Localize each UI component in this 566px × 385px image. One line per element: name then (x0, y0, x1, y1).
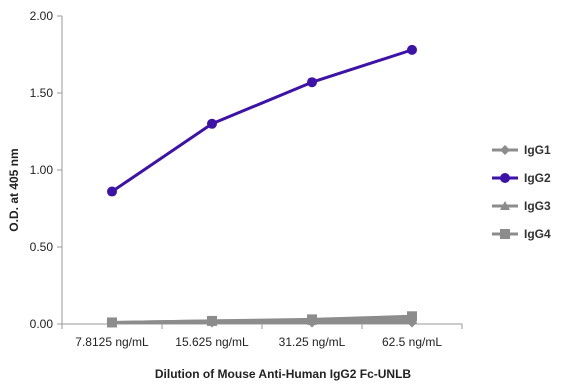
x-tick-label: 7.8125 ng/mL (75, 335, 149, 349)
legend-label: IgG4 (524, 227, 551, 241)
x-tick-label: 15.625 ng/mL (175, 335, 249, 349)
data-point-igg4 (407, 311, 417, 322)
series-igg2 (107, 44, 417, 197)
data-point-igg4 (207, 315, 217, 326)
series-line-igg4 (111, 314, 413, 324)
data-point-igg2 (207, 118, 217, 129)
series-layer (107, 44, 417, 328)
legend-label: IgG2 (524, 171, 551, 185)
data-point-igg4 (107, 317, 117, 328)
y-tick-label: 2.00 (30, 9, 54, 23)
y-tick-label: 0.50 (30, 240, 54, 254)
legend-item-igg4: IgG4 (492, 227, 551, 241)
series-igg4 (107, 311, 417, 328)
legend-marker (500, 201, 510, 210)
series-line-igg2 (111, 48, 413, 193)
legend-marker (500, 229, 510, 239)
data-point-igg4 (307, 314, 317, 325)
data-point-igg2 (407, 44, 417, 55)
y-tick-label: 1.00 (30, 163, 54, 177)
legend-label: IgG1 (524, 143, 551, 157)
legend-marker (500, 173, 510, 183)
data-point-igg2 (307, 77, 317, 88)
x-axis-title: Dilution of Mouse Anti-Human IgG2 Fc-UNL… (155, 367, 412, 381)
x-tick-label: 62.5 ng/mL (382, 335, 442, 349)
y-tick-label: 1.50 (30, 86, 54, 100)
legend-item-igg1: IgG1 (492, 143, 551, 157)
legend-item-igg2: IgG2 (492, 171, 551, 185)
y-tick-label: 0.00 (30, 317, 54, 331)
y-axis-title: O.D. at 405 nm (7, 148, 21, 231)
legend-label: IgG3 (524, 199, 551, 213)
legend: IgG1 IgG2 IgG3 IgG4 (492, 143, 551, 241)
legend-item-igg3: IgG3 (492, 199, 551, 213)
axes: 0.00 0.50 1.00 1.50 2.00 7.8125 ng/mL 15.625 n… (30, 9, 463, 349)
data-point-igg2 (107, 186, 117, 197)
legend-marker (500, 145, 510, 155)
x-tick-label: 31.25 ng/mL (279, 335, 346, 349)
